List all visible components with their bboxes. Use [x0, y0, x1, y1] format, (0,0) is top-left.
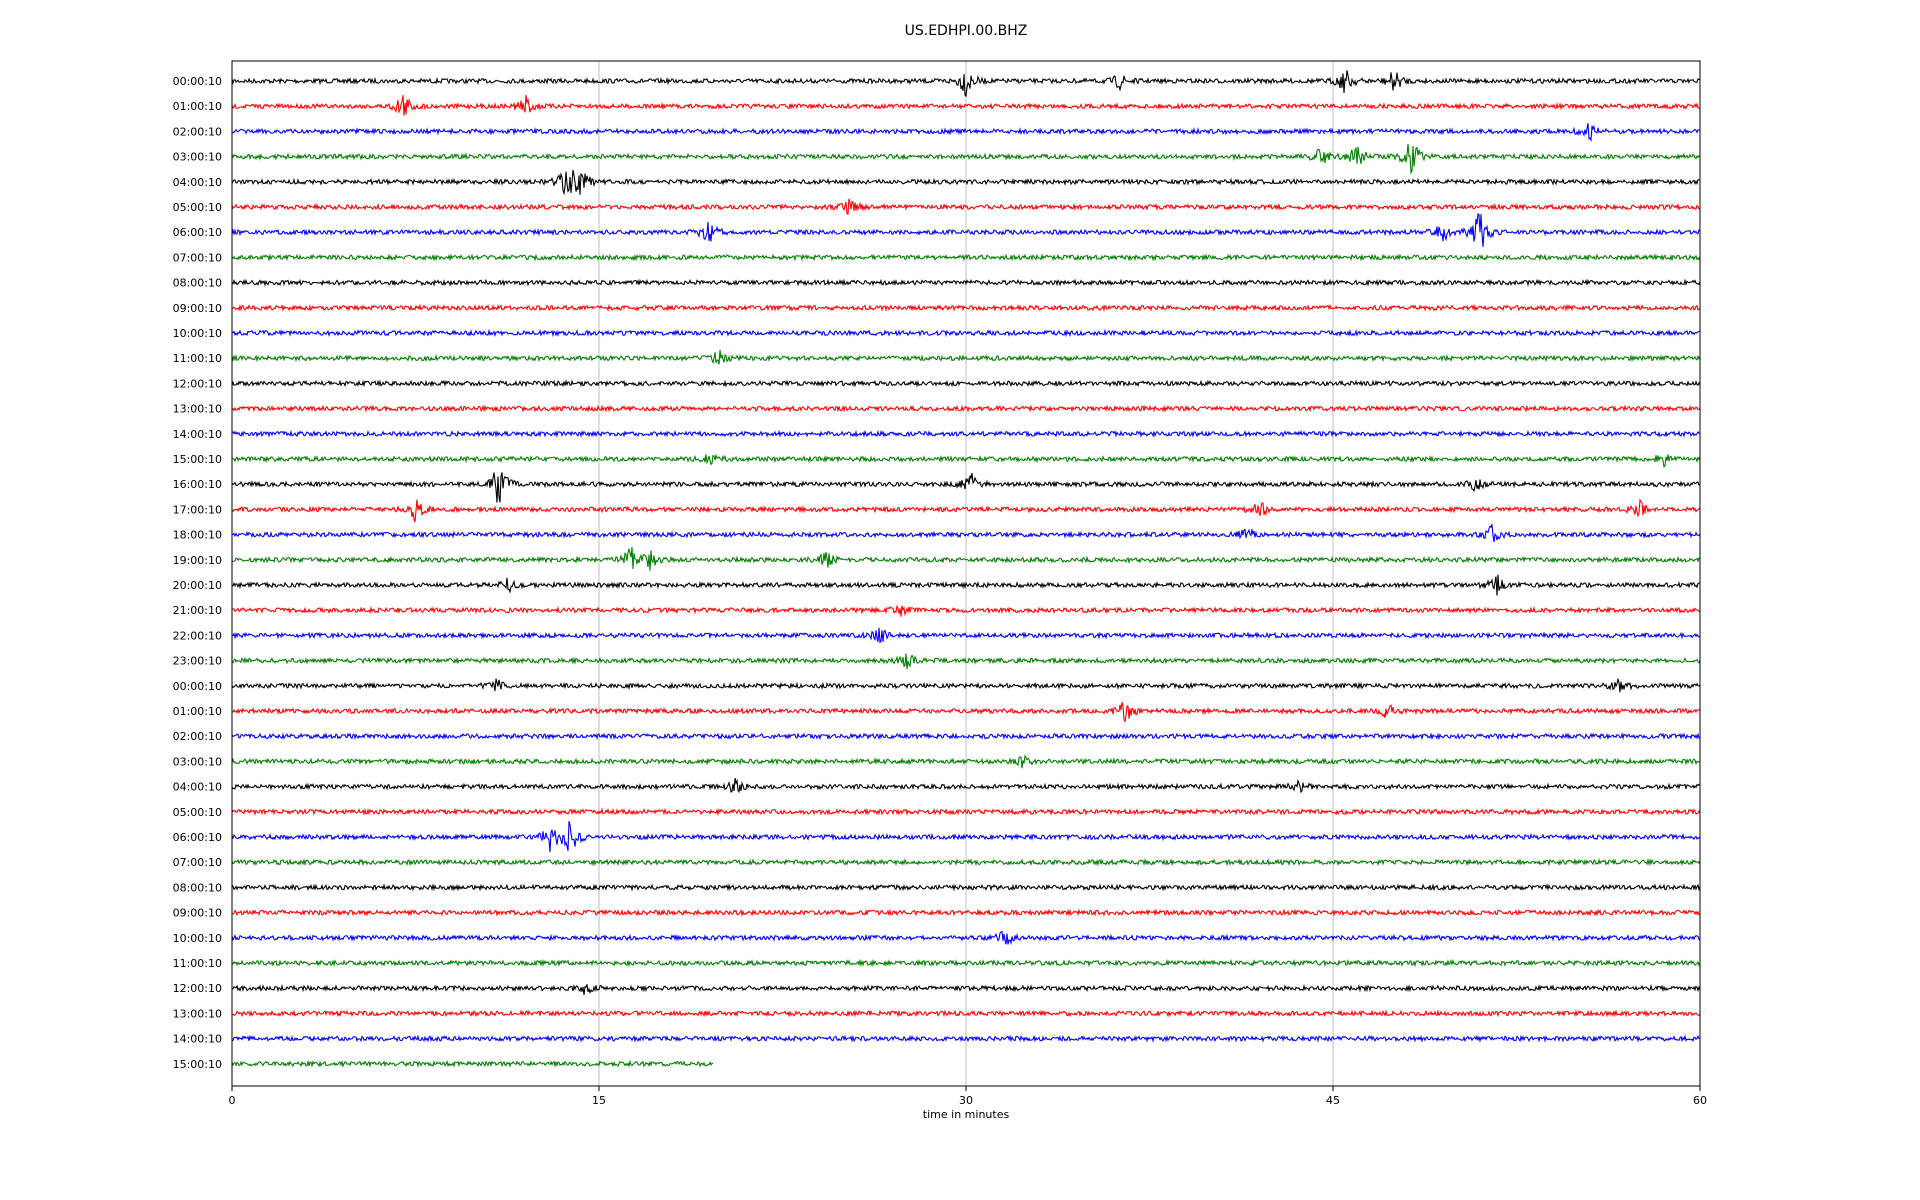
row-label: 00:00:10	[173, 680, 222, 693]
trace-row-10	[231, 303, 1701, 313]
x-tick-label: 0	[229, 1094, 236, 1107]
x-tick-label: 30	[959, 1094, 973, 1107]
row-label: 08:00:10	[173, 277, 222, 290]
row-label: 12:00:10	[173, 982, 222, 995]
trace-row-34	[231, 908, 1701, 917]
row-label: 01:00:10	[173, 705, 222, 718]
row-label: 09:00:10	[173, 907, 222, 920]
trace-row-37	[231, 983, 1701, 995]
row-label: 16:00:10	[173, 478, 222, 491]
trace-row-5	[231, 169, 1701, 196]
trace-row-2	[231, 95, 1701, 116]
trace-row-17	[231, 472, 1701, 503]
trace-row-30	[231, 807, 1701, 817]
row-label: 14:00:10	[173, 1033, 222, 1046]
trace-row-32	[231, 857, 1701, 867]
trace-row-9	[231, 278, 1701, 287]
trace-row-21	[231, 574, 1701, 596]
trace-row-28	[231, 754, 1700, 769]
trace-row-23	[231, 627, 1701, 644]
row-label: 13:00:10	[173, 1007, 222, 1020]
trace-group	[231, 70, 1701, 1069]
row-label: 15:00:10	[173, 1058, 222, 1071]
trace-row-25	[231, 678, 1701, 693]
trace-row-39	[231, 1034, 1701, 1043]
trace-row-38	[231, 1009, 1701, 1018]
row-label: 12:00:10	[173, 377, 222, 390]
trace-row-40	[231, 1059, 714, 1069]
trace-row-8	[231, 253, 1701, 262]
trace-row-11	[231, 328, 1701, 338]
row-label: 04:00:10	[173, 781, 222, 794]
row-label: 07:00:10	[173, 856, 222, 869]
row-label: 00:00:10	[173, 75, 222, 88]
trace-row-24	[231, 653, 1701, 670]
trace-row-1	[231, 70, 1701, 98]
trace-row-14	[231, 404, 1701, 413]
row-label: 13:00:10	[173, 403, 222, 416]
row-label: 21:00:10	[173, 604, 222, 617]
row-label: 08:00:10	[173, 881, 222, 894]
row-label: 11:00:10	[173, 352, 222, 365]
row-label: 06:00:10	[173, 831, 222, 844]
chart-title: US.EDHPI.00.BHZ	[905, 23, 1028, 39]
row-label: 15:00:10	[173, 453, 222, 466]
row-label: 09:00:10	[173, 302, 222, 315]
trace-row-31	[231, 821, 1701, 853]
row-label: 02:00:10	[173, 125, 222, 138]
trace-row-3	[231, 123, 1701, 143]
row-label: 14:00:10	[173, 428, 222, 441]
row-label: 02:00:10	[173, 730, 222, 743]
row-label: 17:00:10	[173, 503, 222, 516]
row-label: 05:00:10	[173, 201, 222, 214]
trace-row-13	[231, 379, 1701, 388]
trace-row-4	[231, 143, 1701, 175]
row-label: 11:00:10	[173, 957, 222, 970]
x-tick-label: 15	[592, 1094, 606, 1107]
row-label: 10:00:10	[173, 932, 222, 945]
row-label: 03:00:10	[173, 151, 222, 164]
x-axis-label: time in minutes	[923, 1108, 1010, 1121]
trace-row-12	[231, 349, 1701, 365]
trace-row-35	[231, 930, 1701, 946]
row-label: 20:00:10	[173, 579, 222, 592]
trace-row-16	[231, 453, 1701, 468]
row-label: 22:00:10	[173, 629, 222, 642]
row-label: 05:00:10	[173, 806, 222, 819]
row-label: 04:00:10	[173, 176, 222, 189]
row-label: 01:00:10	[173, 100, 222, 113]
trace-row-22	[231, 604, 1701, 617]
trace-row-20	[231, 546, 1701, 571]
row-label: 07:00:10	[173, 251, 222, 264]
trace-row-7	[231, 212, 1701, 247]
row-label: 10:00:10	[173, 327, 222, 340]
trace-row-18	[231, 498, 1701, 523]
trace-row-15	[231, 429, 1701, 438]
trace-row-27	[231, 732, 1701, 741]
row-label: 06:00:10	[173, 226, 222, 239]
trace-row-6	[231, 198, 1701, 215]
row-label: 18:00:10	[173, 529, 222, 542]
trace-row-33	[231, 883, 1701, 892]
x-tick-label: 60	[1693, 1094, 1707, 1107]
x-axis-ticks: 0 15 30 45 60	[229, 1086, 1707, 1107]
row-label: 19:00:10	[173, 554, 222, 567]
row-labels: 00:00:10 01:00:10 02:00:10 03:00:10 04:00:10…	[173, 75, 222, 1071]
row-label: 03:00:10	[173, 755, 222, 768]
trace-row-26	[231, 702, 1701, 723]
row-label: 23:00:10	[173, 655, 222, 668]
x-tick-label: 45	[1326, 1094, 1340, 1107]
trace-row-29	[231, 777, 1701, 794]
trace-row-36	[231, 958, 1701, 968]
trace-row-19	[231, 524, 1701, 542]
